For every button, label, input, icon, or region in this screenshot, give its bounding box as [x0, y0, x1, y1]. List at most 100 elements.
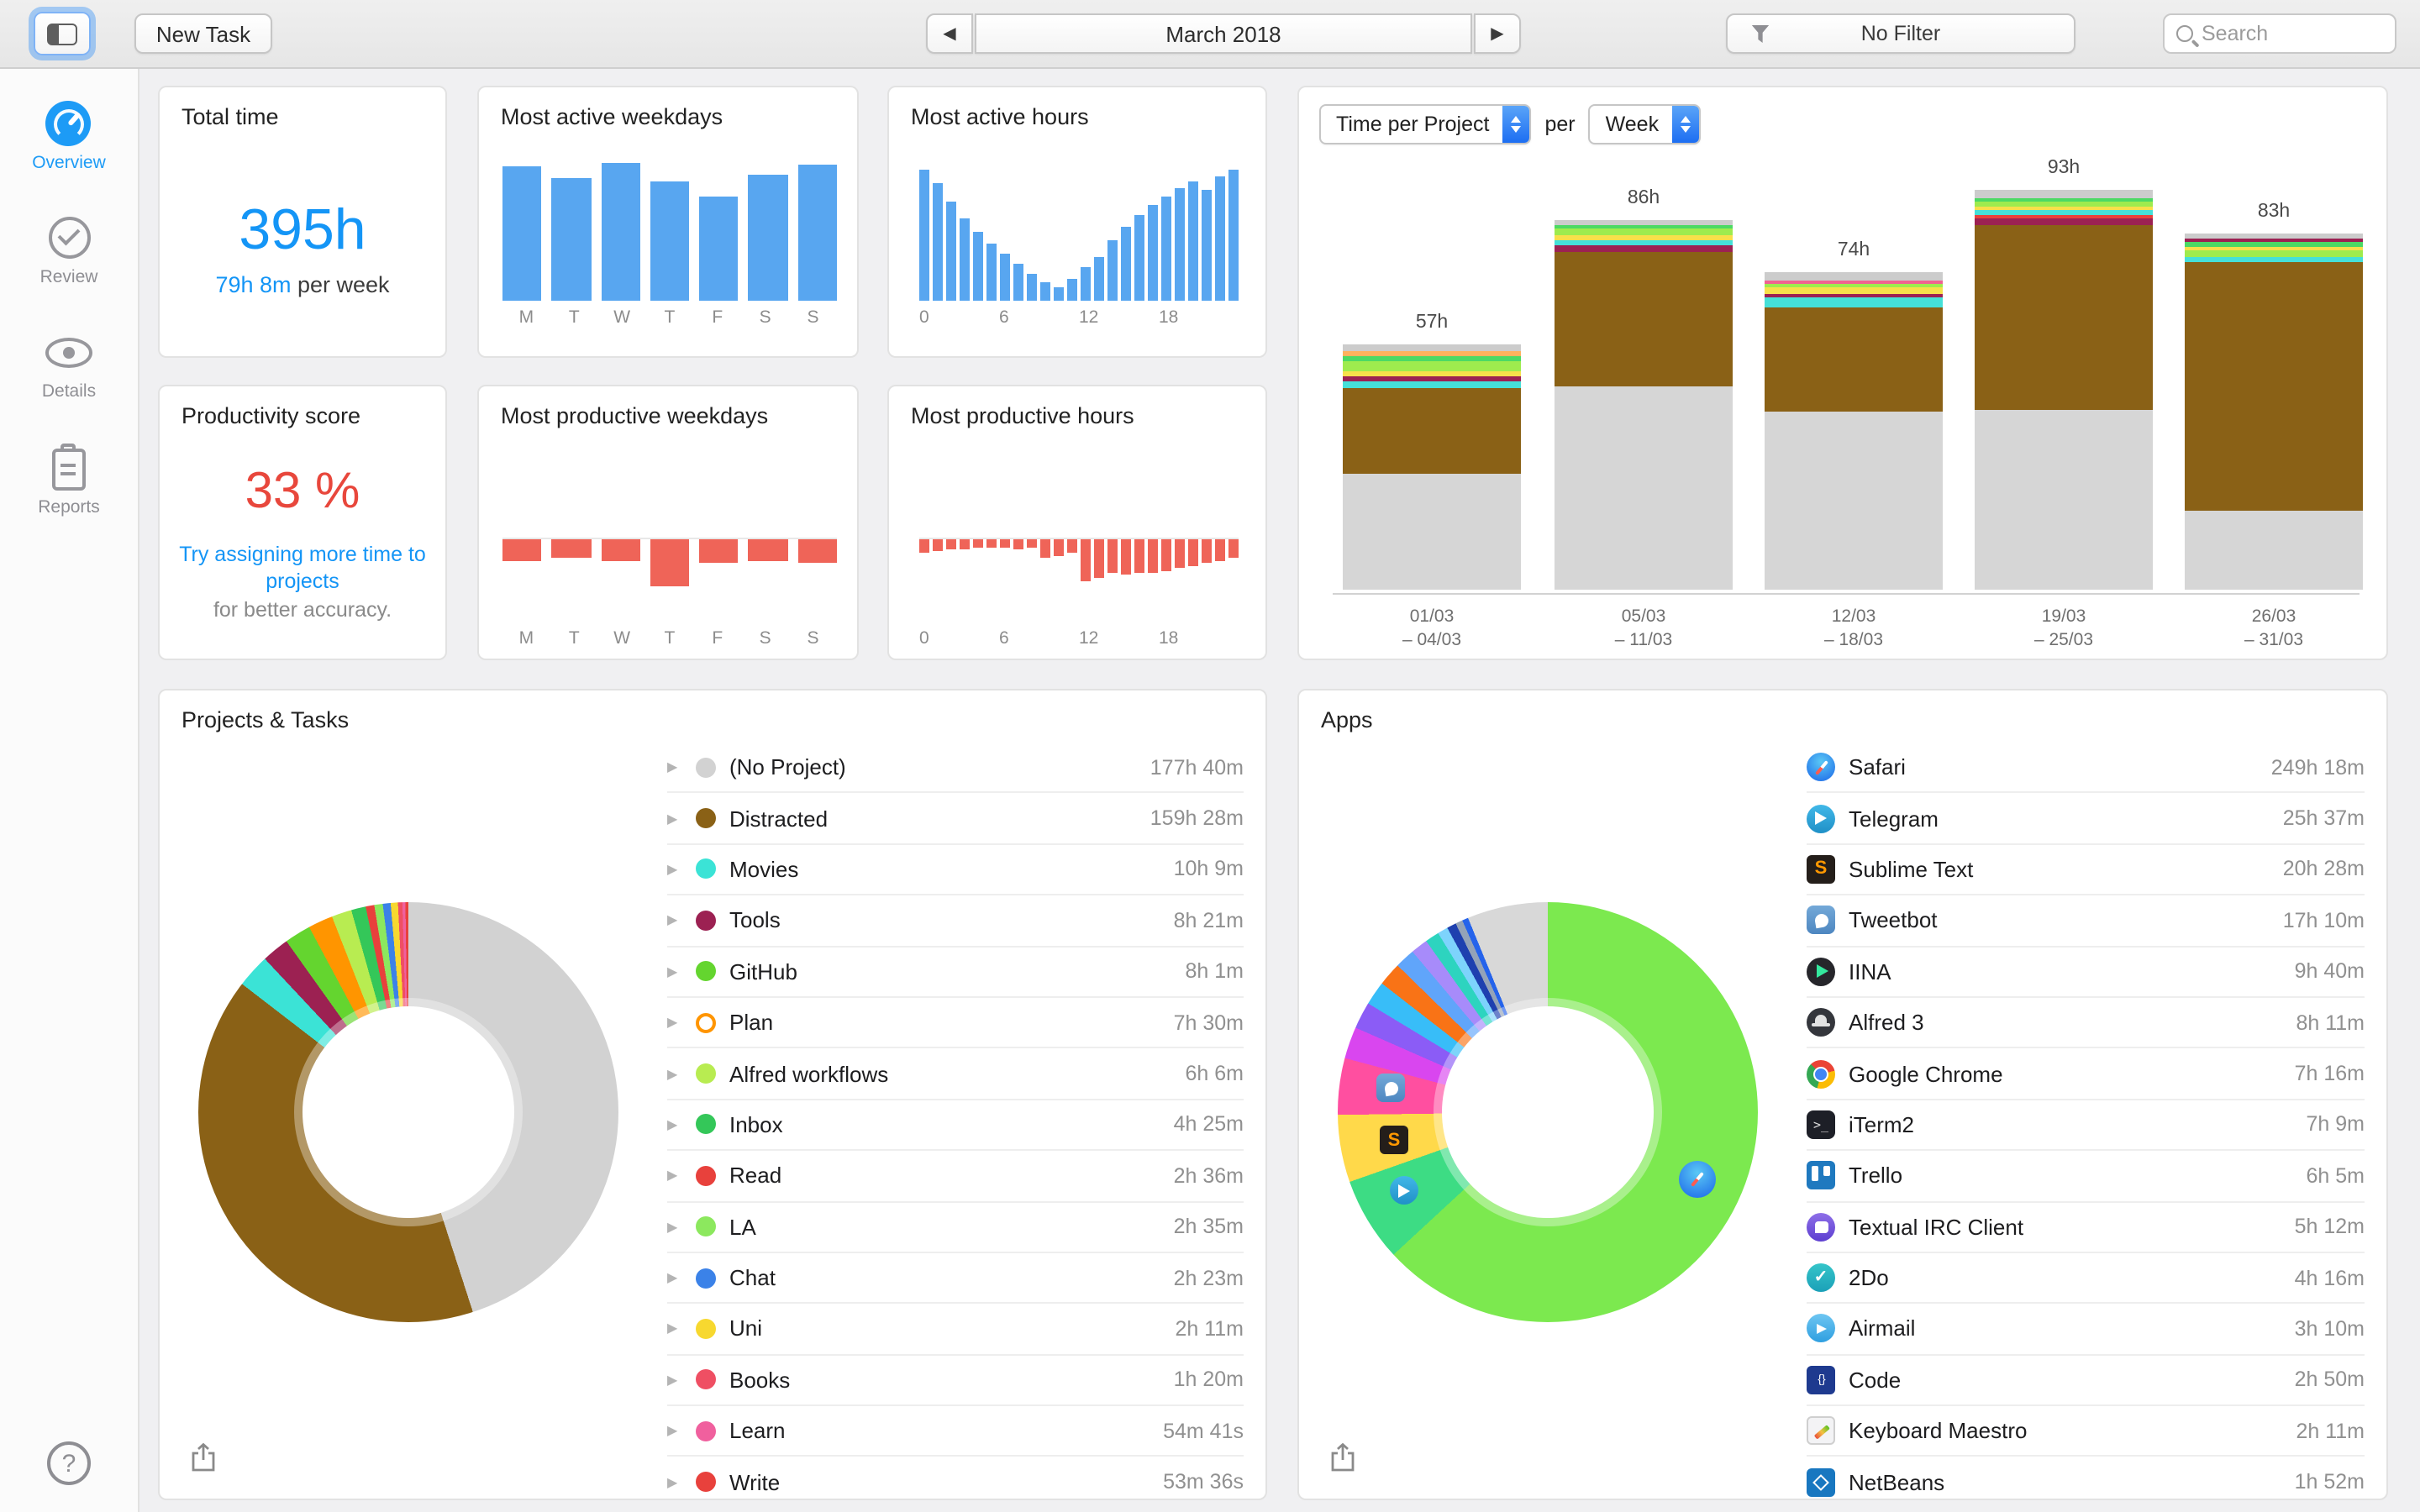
list-item[interactable]: NetBeans 1h 52m [1807, 1457, 2365, 1507]
filter-label: No Filter [1860, 22, 1941, 45]
list-item[interactable]: 2Do 4h 16m [1807, 1253, 2365, 1305]
disclosure-triangle-icon[interactable]: ▶ [667, 811, 678, 827]
list-item[interactable]: ▶ Read 2h 36m [667, 1151, 1244, 1203]
disclosure-triangle-icon[interactable]: ▶ [667, 1219, 678, 1235]
interval-select[interactable]: Week [1588, 104, 1702, 144]
share-button[interactable] [1323, 1438, 1363, 1482]
list-item[interactable]: Trello 6h 5m [1807, 1151, 2365, 1203]
card-title: Most productive weekdays [501, 403, 769, 428]
list-item[interactable]: ▶ Alfred workflows 6h 6m [667, 1049, 1244, 1100]
bar-value-label: 93h [2047, 158, 2081, 178]
list-item[interactable]: ▶ Plan 7h 30m [667, 998, 1244, 1049]
share-icon [1331, 1441, 1355, 1471]
list-item[interactable]: ▶ Learn 54m 41s [667, 1406, 1244, 1457]
project-duration: 2h 36m [1173, 1163, 1244, 1188]
disclosure-triangle-icon[interactable]: ▶ [667, 759, 678, 775]
bar-segment [1343, 381, 1521, 389]
bar [1054, 539, 1064, 556]
airmail-icon [1807, 1314, 1835, 1343]
list-item[interactable]: Airmail 3h 10m [1807, 1305, 2365, 1356]
project-duration: 54m 41s [1163, 1419, 1244, 1443]
metric-select-value: Time per Project [1336, 113, 1490, 136]
list-item[interactable]: ▶ Write 53m 36s [667, 1457, 1244, 1507]
disclosure-triangle-icon[interactable]: ▶ [667, 1372, 678, 1388]
bar [1013, 264, 1023, 301]
project-duration: 1h 20m [1173, 1368, 1244, 1392]
sidebar-item-reports[interactable]: Reports [38, 444, 100, 517]
app-duration: 9h 40m [2294, 959, 2365, 984]
search-input[interactable] [2202, 22, 2395, 45]
project-color-dot [696, 1114, 716, 1135]
list-item[interactable]: Code 2h 50m [1807, 1355, 2365, 1407]
previous-period-button[interactable]: ◀ [926, 13, 973, 54]
list-item[interactable]: ▶ Uni 2h 11m [667, 1305, 1244, 1356]
disclosure-triangle-icon[interactable]: ▶ [667, 963, 678, 979]
bar [1134, 539, 1144, 573]
disclosure-triangle-icon[interactable]: ▶ [667, 1320, 678, 1336]
bar [1027, 274, 1037, 301]
bar-segment [1765, 283, 1943, 288]
list-item[interactable]: ▶ Inbox 4h 25m [667, 1100, 1244, 1152]
list-item[interactable]: Alfred 3 8h 11m [1807, 998, 2365, 1049]
project-color-dot [696, 1165, 716, 1186]
axis-label: 6 [999, 307, 1009, 328]
disclosure-triangle-icon[interactable]: ▶ [667, 861, 678, 877]
disclosure-triangle-icon[interactable]: ▶ [667, 912, 678, 928]
disclosure-triangle-icon[interactable]: ▶ [667, 1015, 678, 1031]
sidebar-toggle-button[interactable] [34, 12, 91, 55]
disclosure-triangle-icon[interactable]: ▶ [667, 1116, 678, 1132]
bar [1161, 197, 1171, 301]
axis-label: W [613, 628, 631, 648]
list-item[interactable]: Google Chrome 7h 16m [1807, 1049, 2365, 1100]
current-period-button[interactable]: March 2018 [975, 13, 1472, 54]
active-weekdays-card: Most active weekdays M T W T F S S [477, 86, 859, 358]
share-button[interactable] [183, 1438, 224, 1482]
bar [650, 539, 690, 586]
help-button[interactable]: ? [47, 1441, 91, 1485]
metric-select[interactable]: Time per Project [1319, 104, 1532, 144]
list-item[interactable]: Tweetbot 17h 10m [1807, 895, 2365, 948]
disclosure-triangle-icon[interactable]: ▶ [667, 1423, 678, 1439]
bar-segment [2185, 261, 2363, 512]
bar [1202, 539, 1212, 563]
sidebar-item-review[interactable]: Review [40, 215, 97, 287]
list-item[interactable]: ▶ Books 1h 20m [667, 1355, 1244, 1407]
productivity-hint-link[interactable]: Try assigning more time to projects [179, 543, 426, 593]
list-item[interactable]: ▶ Tools 8h 21m [667, 895, 1244, 948]
telegram-icon [1807, 804, 1835, 833]
disclosure-triangle-icon[interactable]: ▶ [667, 1168, 678, 1184]
new-task-button[interactable]: New Task [134, 13, 272, 54]
disclosure-triangle-icon[interactable]: ▶ [667, 1474, 678, 1490]
list-item[interactable]: ▶ Distracted 159h 28m [667, 794, 1244, 845]
disclosure-triangle-icon[interactable]: ▶ [667, 1066, 678, 1082]
list-item[interactable]: ▶ LA 2h 35m [667, 1202, 1244, 1253]
list-item[interactable]: iTerm2 7h 9m [1807, 1100, 2365, 1152]
list-item[interactable]: Telegram 25h 37m [1807, 794, 2365, 845]
filter-button[interactable]: No Filter [1726, 13, 2075, 54]
list-item[interactable]: Sublime Text 20h 28m [1807, 845, 2365, 896]
bar-segment [1765, 412, 1943, 590]
list-item[interactable]: IINA 9h 40m [1807, 947, 2365, 998]
next-period-button[interactable]: ▶ [1474, 13, 1521, 54]
sidebar-item-overview[interactable]: Overview [32, 101, 106, 173]
list-item[interactable]: ▶ (No Project) 177h 40m [667, 743, 1244, 794]
disclosure-triangle-icon[interactable]: ▶ [667, 1270, 678, 1286]
list-item[interactable]: Textual IRC Client 5h 12m [1807, 1202, 2365, 1253]
list-item[interactable]: Safari 249h 18m [1807, 743, 2365, 794]
list-item[interactable]: ▶ GitHub 8h 1m [667, 947, 1244, 998]
chrome-icon [1807, 1059, 1835, 1089]
sidebar-item-details[interactable]: Details [42, 329, 96, 402]
list-item[interactable]: ▶ Chat 2h 23m [667, 1253, 1244, 1305]
search-field[interactable] [2163, 13, 2396, 54]
list-item[interactable]: Keyboard Maestro 2h 11m [1807, 1406, 2365, 1457]
stacked-bar [1343, 344, 1521, 590]
app-duration: 1h 52m [2294, 1470, 2365, 1494]
project-color-dot [696, 910, 716, 931]
bar-segment [1765, 297, 1943, 307]
tweetbot-icon [1807, 906, 1835, 935]
bar-segment [2185, 238, 2363, 242]
2do-icon [1807, 1263, 1835, 1293]
list-item[interactable]: ▶ Movies 10h 9m [667, 845, 1244, 896]
axis-label: W [613, 307, 631, 328]
